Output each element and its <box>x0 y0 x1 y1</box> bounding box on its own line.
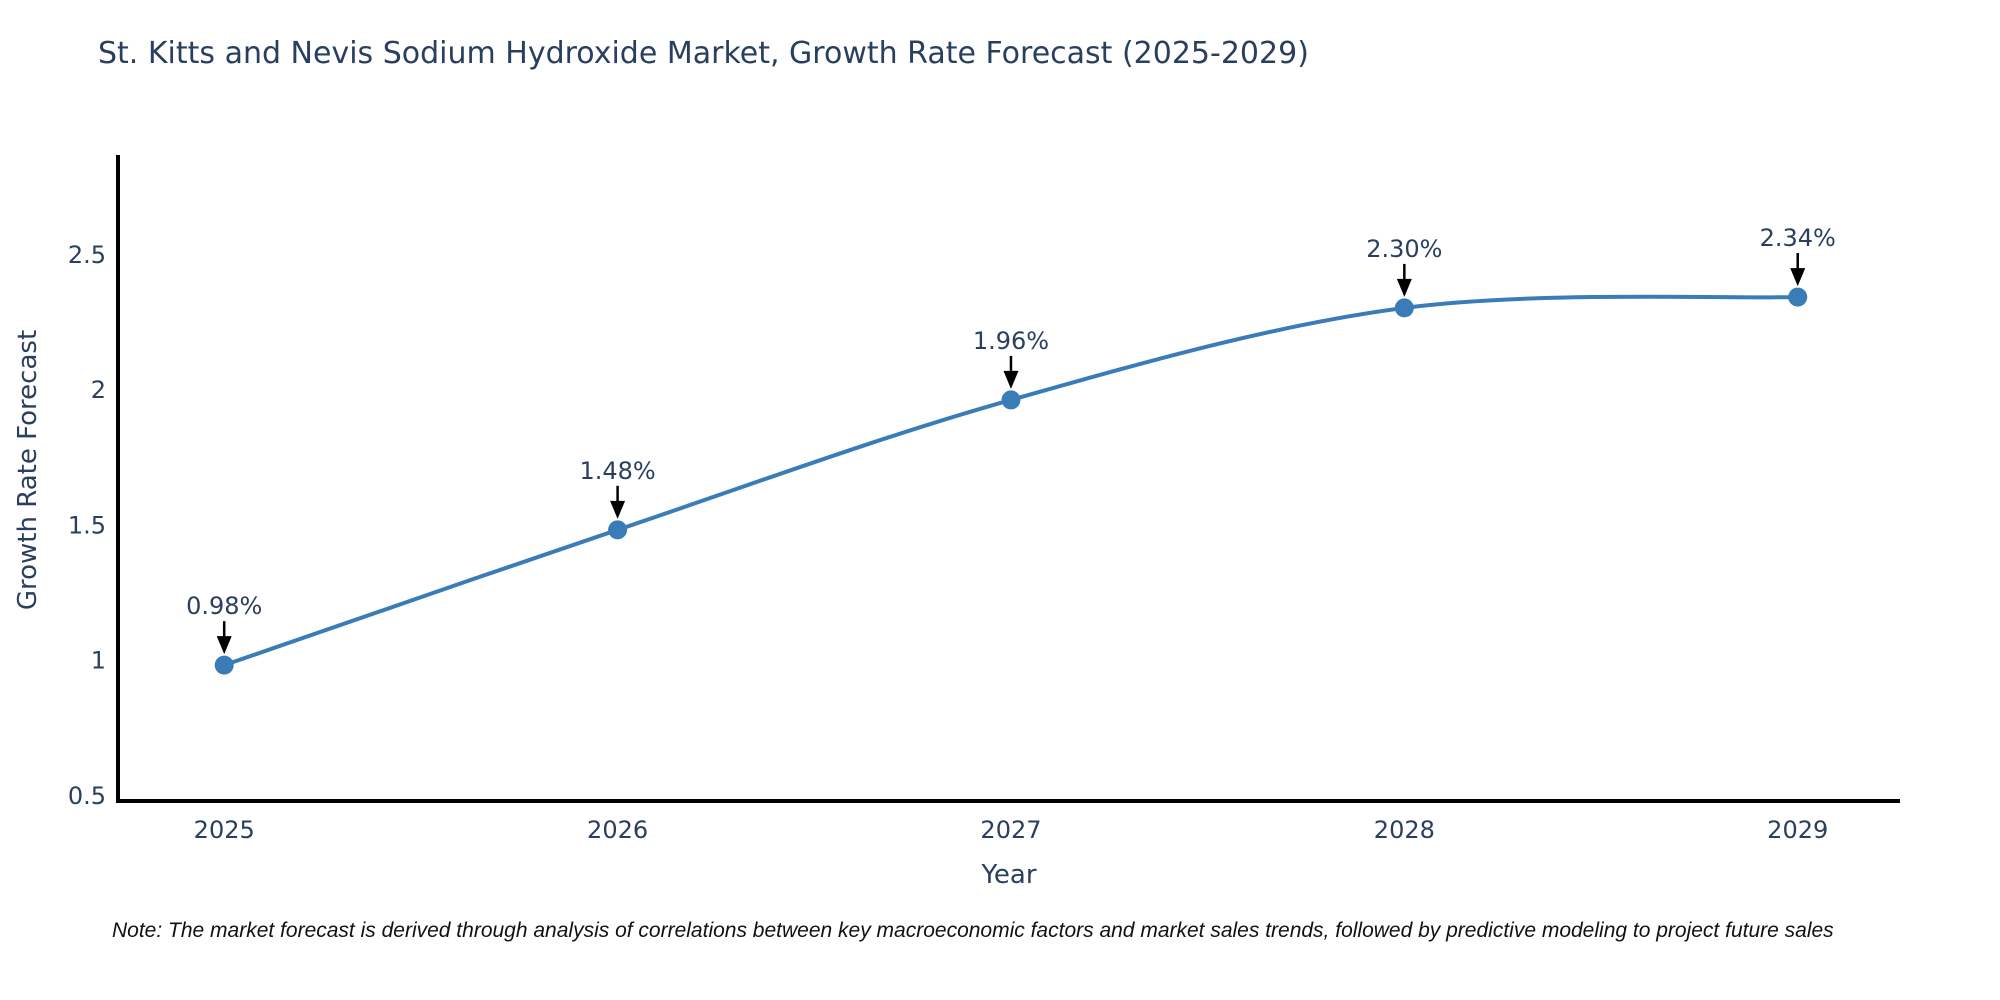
annotation-arrowhead-icon <box>610 500 626 519</box>
annotation-label: 1.48% <box>579 457 655 485</box>
x-axis-title: Year <box>981 860 1037 890</box>
y-tick-label: 2.5 <box>68 241 106 269</box>
y-tick-label: 1.5 <box>68 511 106 539</box>
data-point-marker[interactable] <box>1001 390 1021 410</box>
annotation-arrowhead-icon <box>216 636 232 655</box>
data-point-marker[interactable] <box>1788 287 1808 307</box>
data-point-marker[interactable] <box>1394 298 1414 318</box>
y-tick-label: 1 <box>91 647 106 675</box>
x-tick-label: 2026 <box>587 816 648 844</box>
y-tick-label: 2 <box>91 376 106 404</box>
x-tick-label: 2027 <box>980 816 1041 844</box>
annotation-label: 1.96% <box>973 327 1049 355</box>
annotation-label: 2.30% <box>1366 235 1442 263</box>
annotation-label: 0.98% <box>186 592 262 620</box>
x-tick-label: 2029 <box>1767 816 1828 844</box>
note-text: Note: The market forecast is derived thr… <box>112 919 1834 942</box>
annotation-label: 2.34% <box>1760 224 1836 252</box>
annotation-arrowhead-icon <box>1396 278 1412 297</box>
data-point-marker[interactable] <box>214 655 234 675</box>
data-point-marker[interactable] <box>608 520 628 540</box>
annotation-arrowhead-icon <box>1790 268 1806 287</box>
annotation-arrowhead-icon <box>1003 370 1019 389</box>
x-tick-label: 2025 <box>194 816 255 844</box>
y-tick-label: 0.5 <box>68 782 106 810</box>
x-tick-label: 2028 <box>1374 816 1435 844</box>
chart-title: St. Kitts and Nevis Sodium Hydroxide Mar… <box>98 36 1309 71</box>
